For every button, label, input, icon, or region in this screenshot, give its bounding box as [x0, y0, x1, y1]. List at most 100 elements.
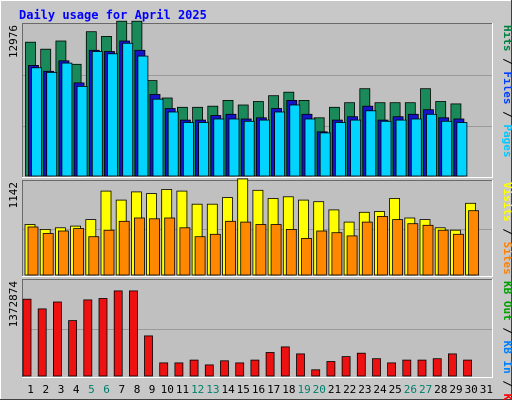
bar-kbytes-kb-f-day-12 — [189, 359, 199, 377]
bar-kbytes-kb-f-day-21 — [326, 361, 336, 377]
day-label-5: 5 — [88, 383, 95, 396]
bar-hits-pages-day-24 — [380, 120, 392, 177]
bar-kbytes-kb-f-day-9 — [144, 335, 153, 377]
y-max-label-hits: 12976 — [7, 25, 20, 58]
day-label-21: 21 — [328, 383, 341, 396]
bar-kbytes-kb-f-day-8 — [128, 290, 138, 377]
bar-kbytes-kb-f-day-18 — [280, 346, 290, 377]
bar-visits-sites-day-26 — [407, 223, 419, 276]
bar-hits-pages-day-1 — [31, 67, 42, 177]
bar-visits-sites-day-14 — [225, 220, 236, 276]
bar-hits-pages-day-17 — [274, 111, 286, 177]
day-label-28: 28 — [434, 383, 447, 396]
bar-visits-sites-day-12 — [194, 236, 206, 276]
bar-visits-sites-day-30 — [468, 210, 480, 276]
day-label-20: 20 — [313, 383, 326, 396]
bar-hits-pages-day-4 — [76, 86, 88, 177]
day-label-25: 25 — [389, 383, 402, 396]
day-label-3: 3 — [58, 383, 65, 396]
bar-kbytes-kb-f-day-22 — [341, 356, 351, 377]
bar-hits-pages-day-7 — [122, 42, 134, 177]
panel-visits: 1142 Visits / Sites — [7, 178, 512, 277]
bar-kbytes-kb-f-day-6 — [98, 298, 108, 377]
bar-hits-pages-day-9 — [152, 98, 164, 177]
day-label-27: 27 — [419, 383, 432, 396]
bar-visits-sites-day-1 — [27, 226, 39, 276]
day-label-12: 12 — [191, 383, 204, 396]
day-label-19: 19 — [297, 383, 310, 396]
bar-visits-sites-day-25 — [392, 219, 404, 276]
bar-hits-pages-day-6 — [107, 53, 118, 177]
bar-hits-pages-day-11 — [182, 122, 194, 177]
y-max-label-visits: 1142 — [7, 182, 20, 209]
day-label-15: 15 — [237, 383, 250, 396]
bar-hits-pages-day-23 — [365, 110, 377, 177]
bar-kbytes-kb-f-day-14 — [220, 360, 229, 377]
bar-kbytes-kb-f-day-13 — [204, 364, 214, 377]
legend-entry: Sites — [501, 242, 512, 275]
legend-entry: Files — [501, 71, 512, 104]
day-label-4: 4 — [73, 383, 80, 396]
day-label-16: 16 — [252, 383, 265, 396]
bar-visits-sites-day-15 — [240, 221, 252, 276]
bar-visits-sites-day-3 — [58, 230, 69, 276]
legend-entry: Pages — [501, 124, 512, 157]
bar-kbytes-kb-f-day-7 — [113, 290, 123, 377]
day-label-8: 8 — [134, 383, 141, 396]
bar-kbytes-kb-f-day-27 — [417, 359, 427, 377]
legend-kbytes: KB Out / KB In / KB F — [501, 281, 512, 400]
bar-kbytes-kb-f-day-20 — [311, 369, 321, 377]
bar-kbytes-kb-f-day-5 — [83, 299, 93, 377]
bar-kbytes-kb-f-day-2 — [37, 308, 47, 377]
bar-kbytes-kb-f-day-24 — [372, 358, 381, 377]
bar-hits-pages-day-15 — [243, 120, 255, 177]
legend-entry: KB F — [501, 394, 512, 400]
bar-visits-sites-day-29 — [452, 233, 464, 276]
legend-entry: / — [501, 321, 512, 341]
bar-kbytes-kb-f-day-19 — [296, 353, 305, 377]
day-label-30: 30 — [465, 383, 478, 396]
day-label-14: 14 — [221, 383, 235, 396]
day-label-11: 11 — [176, 383, 189, 396]
day-label-6: 6 — [103, 383, 110, 396]
bar-visits-sites-day-10 — [164, 217, 176, 276]
bar-hits-pages-day-29 — [456, 122, 468, 177]
legend-entry: Hits — [501, 25, 512, 52]
bar-hits-pages-day-20 — [319, 132, 331, 177]
legend-entry: KB Out — [501, 281, 512, 321]
bar-kbytes-kb-f-day-29 — [447, 353, 457, 377]
day-label-23: 23 — [358, 383, 371, 396]
legend-entry: / — [501, 105, 512, 125]
legend-entry: Visits — [501, 182, 512, 222]
bar-kbytes-kb-f-day-3 — [53, 301, 62, 377]
day-label-2: 2 — [42, 383, 49, 396]
bar-visits-sites-day-9 — [149, 218, 160, 276]
day-label-29: 29 — [449, 383, 462, 396]
bar-hits-pages-day-21 — [334, 122, 346, 177]
bar-visits-sites-day-13 — [209, 233, 221, 276]
bar-kbytes-kb-f-day-4 — [68, 320, 77, 377]
bar-hits-pages-day-26 — [410, 118, 422, 177]
bar-visits-sites-day-19 — [301, 237, 312, 276]
legend-hits: Hits / Files / Pages — [501, 25, 512, 158]
bar-visits-sites-day-5 — [88, 236, 100, 276]
day-label-31: 31 — [480, 383, 493, 396]
bar-hits-pages-day-28 — [441, 120, 453, 177]
bar-kbytes-kb-f-day-10 — [159, 362, 169, 377]
day-label-22: 22 — [343, 383, 356, 396]
bar-hits-pages-day-19 — [304, 118, 316, 177]
day-label-1: 1 — [27, 383, 34, 396]
bar-hits-pages-day-2 — [46, 72, 58, 177]
bar-hits-pages-day-10 — [167, 111, 179, 177]
bar-kbytes-kb-f-day-1 — [22, 298, 32, 377]
x-axis-day-labels: 1 2 3 4 5 6 7 8 9 10 11 12 13 14 15 16 17 18 19 20 21 22 23 24 2… — [27, 383, 493, 396]
bar-kbytes-kb-f-day-28 — [432, 358, 442, 377]
panel-hits: 12976 Hits / Files / Pages — [7, 20, 512, 178]
day-label-26: 26 — [404, 383, 417, 396]
legend-entry: KB In — [501, 341, 512, 374]
bar-hits-pages-day-13 — [213, 118, 225, 177]
bar-hits-pages-day-22 — [350, 119, 362, 177]
bar-visits-sites-day-23 — [361, 221, 373, 276]
bar-visits-sites-day-18 — [285, 228, 297, 276]
